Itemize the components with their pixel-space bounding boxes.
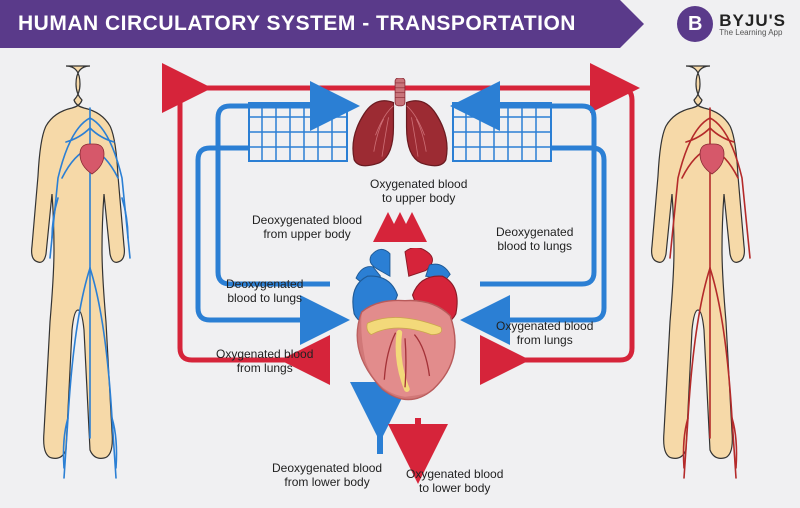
label-oxy-lower: Oxygenated blood to lower body bbox=[406, 468, 503, 496]
label-oxy-from-lungs-l: Oxygenated blood from lungs bbox=[216, 348, 313, 376]
label-oxy-upper: Oxygenated blood to upper body bbox=[370, 178, 467, 206]
brand-logo-icon: B bbox=[677, 6, 713, 42]
brand-block: B BYJU'S The Learning App bbox=[677, 6, 800, 42]
brand-tagline: The Learning App bbox=[719, 29, 786, 37]
label-deoxy-lungs-l: Deoxygenated blood to lungs bbox=[226, 278, 303, 306]
label-oxy-from-lungs-r: Oxygenated blood from lungs bbox=[496, 320, 593, 348]
label-deoxy-lungs-r: Deoxygenated blood to lungs bbox=[496, 226, 573, 254]
page-title: HUMAN CIRCULATORY SYSTEM - TRANSPORTATIO… bbox=[18, 12, 576, 36]
lungs-icon bbox=[330, 78, 470, 168]
label-deoxy-lower: Deoxygenated blood from lower body bbox=[272, 462, 382, 490]
heart-icon bbox=[335, 248, 475, 408]
diagram-stage: Oxygenated blood to upper body Deoxygena… bbox=[0, 48, 800, 508]
label-deoxy-upper: Deoxygenated blood from upper body bbox=[252, 214, 362, 242]
brand-name: BYJU'S bbox=[719, 12, 786, 29]
title-banner: HUMAN CIRCULATORY SYSTEM - TRANSPORTATIO… bbox=[0, 0, 620, 48]
